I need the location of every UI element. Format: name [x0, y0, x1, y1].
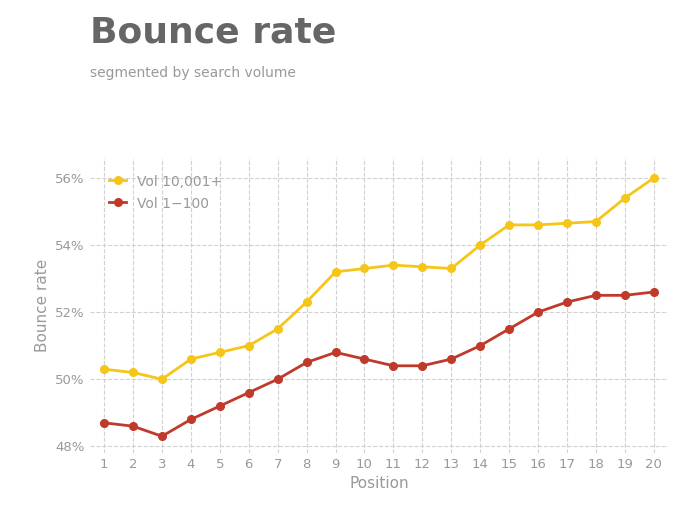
- Legend: Vol 10,001+, Vol 1−100: Vol 10,001+, Vol 1−100: [102, 167, 229, 218]
- Vol 1−100: [447, 356, 455, 362]
- Vol 1−100: [505, 326, 513, 332]
- Vol 1−100: [245, 389, 253, 395]
- Vol 1−100: [389, 363, 398, 369]
- Vol 10,001+: [621, 195, 629, 201]
- Vol 1−100: [592, 292, 600, 298]
- Vol 10,001+: [389, 262, 398, 268]
- Vol 1−100: [100, 420, 108, 426]
- Vol 10,001+: [302, 299, 311, 305]
- Vol 1−100: [621, 292, 629, 298]
- Vol 1−100: [563, 299, 571, 305]
- Vol 10,001+: [447, 266, 455, 272]
- Line: Vol 1−100: Vol 1−100: [100, 288, 658, 440]
- Vol 1−100: [331, 349, 340, 355]
- Vol 10,001+: [650, 175, 658, 181]
- Vol 10,001+: [505, 222, 513, 228]
- Vol 1−100: [187, 416, 195, 422]
- Vol 10,001+: [158, 376, 166, 382]
- Text: Bounce rate: Bounce rate: [90, 15, 336, 49]
- Vol 1−100: [650, 289, 658, 295]
- Vol 10,001+: [563, 220, 571, 227]
- Vol 1−100: [129, 423, 137, 429]
- Text: segmented by search volume: segmented by search volume: [90, 66, 296, 80]
- Vol 1−100: [274, 376, 282, 382]
- Vol 10,001+: [534, 222, 542, 228]
- Vol 10,001+: [216, 349, 224, 355]
- Vol 10,001+: [245, 343, 253, 349]
- Vol 10,001+: [187, 356, 195, 362]
- Vol 10,001+: [331, 269, 340, 275]
- Vol 1−100: [158, 433, 166, 439]
- Line: Vol 10,001+: Vol 10,001+: [100, 174, 658, 383]
- Vol 1−100: [360, 356, 369, 362]
- Vol 10,001+: [592, 218, 600, 224]
- Vol 10,001+: [129, 370, 137, 376]
- Vol 10,001+: [100, 366, 108, 372]
- Y-axis label: Bounce rate: Bounce rate: [34, 259, 50, 352]
- Vol 10,001+: [476, 242, 484, 248]
- Vol 1−100: [418, 363, 426, 369]
- Vol 1−100: [302, 359, 311, 365]
- Vol 1−100: [534, 309, 542, 315]
- X-axis label: Position: Position: [349, 476, 409, 491]
- Vol 1−100: [476, 343, 484, 349]
- Vol 10,001+: [274, 326, 282, 332]
- Vol 10,001+: [360, 266, 369, 272]
- Vol 1−100: [216, 403, 224, 409]
- Vol 10,001+: [418, 264, 426, 270]
